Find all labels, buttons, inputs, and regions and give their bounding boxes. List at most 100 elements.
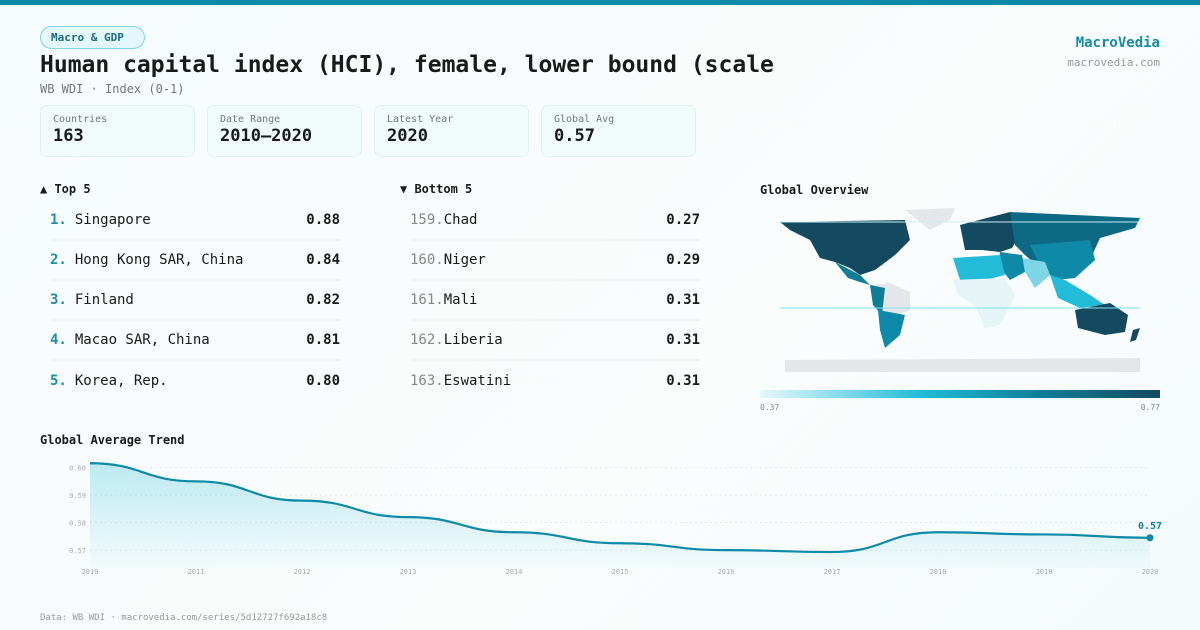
country-value: 0.29 — [666, 252, 700, 268]
stat-global-avg: Global Avg 0.57 — [541, 105, 696, 157]
x-tick-label: 2011 — [188, 568, 205, 576]
rank-number: 163. — [410, 373, 444, 389]
stat-label: Date Range — [220, 114, 281, 125]
sub-saharan-africa — [953, 278, 1015, 328]
country-name: Eswatini — [443, 373, 512, 389]
legend-max: 0.77 — [1141, 403, 1160, 412]
antarctica — [785, 358, 1140, 372]
x-tick-label: 2018 — [930, 568, 947, 576]
stat-value: 0.57 — [554, 126, 595, 146]
rank-number: 3. — [50, 292, 67, 308]
color-scale-bar — [760, 390, 1160, 398]
x-tick-label: 2013 — [400, 568, 417, 576]
stat-date-range: Date Range 2010–2020 — [207, 105, 362, 157]
country-name: Liberia — [443, 332, 503, 348]
brand: MacroVedia macrovedia.com — [1067, 35, 1160, 69]
trend-area — [90, 463, 1150, 568]
y-tick-label: 0.60 — [69, 465, 86, 473]
x-tick-label: 2014 — [506, 568, 523, 576]
country-value: 0.82 — [306, 292, 340, 308]
last-value-label: 0.57 — [1138, 521, 1162, 532]
stat-countries: Countries 163 — [40, 105, 195, 157]
country-value: 0.88 — [306, 212, 340, 228]
page-subtitle: WB WDI · Index (0-1) — [40, 82, 185, 96]
stat-label: Latest Year — [387, 114, 454, 125]
new-zealand — [1130, 328, 1140, 342]
country-name: Chad — [443, 212, 478, 228]
argentina-chile — [878, 310, 905, 348]
india-region — [1022, 258, 1050, 288]
rank-row[interactable]: 161. Mali 0.31 — [410, 281, 700, 321]
stat-value: 163 — [53, 126, 84, 146]
country-name: Korea, Rep. — [74, 373, 168, 389]
rank-row[interactable]: 4. Macao SAR, China 0.81 — [50, 321, 340, 361]
rank-row[interactable]: 2. Hong Kong SAR, China 0.84 — [50, 241, 340, 281]
country-value: 0.27 — [666, 212, 700, 228]
x-tick-label: 2016 — [718, 568, 735, 576]
y-tick-label: 0.57 — [69, 547, 86, 555]
rank-row[interactable]: 163. Eswatini 0.31 — [410, 361, 700, 401]
north-africa — [953, 255, 1005, 280]
country-name: Macao SAR, China — [74, 332, 210, 348]
brand-url[interactable]: macrovedia.com — [1067, 56, 1160, 69]
x-tick-label: 2019 — [1036, 568, 1053, 576]
top5-heading: ▲ Top 5 — [40, 182, 91, 196]
footer-source: Data: WB WDI · macrovedia.com/series/5d1… — [40, 613, 328, 623]
world-map: 0.37 0.77 — [760, 208, 1160, 412]
bottom5-heading: ▼ Bottom 5 — [400, 182, 473, 196]
rank-number: 4. — [50, 332, 67, 348]
stat-value: 2020 — [387, 126, 428, 146]
rank-number: 161. — [410, 292, 444, 308]
page-title: Human capital index (HCI), female, lower… — [40, 52, 785, 78]
trend-heading: Global Average Trend — [40, 433, 185, 447]
top-accent-bar — [0, 0, 1200, 5]
stat-label: Countries — [53, 114, 108, 125]
country-name: Niger — [443, 252, 486, 268]
north-america — [780, 220, 910, 275]
country-value: 0.31 — [666, 373, 700, 389]
x-tick-label: 2012 — [294, 568, 311, 576]
brand-name: MacroVedia — [1075, 35, 1160, 51]
top5-list: 1. Singapore 0.88 2. Hong Kong SAR, China 0.8… — [50, 201, 340, 401]
country-value: 0.31 — [666, 332, 700, 348]
stat-label: Global Avg — [554, 114, 615, 125]
category-badge[interactable]: Macro & GDP — [40, 26, 145, 49]
country-value: 0.80 — [306, 373, 340, 389]
rank-number: 2. — [50, 252, 67, 268]
country-name: Singapore — [74, 212, 151, 228]
stat-value: 2010–2020 — [220, 126, 313, 146]
map-heading: Global Overview — [760, 183, 869, 197]
x-tick-label: 2017 — [824, 568, 841, 576]
country-name: Mali — [443, 292, 478, 308]
country-value: 0.84 — [306, 252, 340, 268]
rank-row[interactable]: 159. Chad 0.27 — [410, 201, 700, 241]
bottom5-list: 159. Chad 0.27 160. Niger 0.29 161. Mali 0.31 162… — [410, 201, 700, 401]
rank-row[interactable]: 160. Niger 0.29 — [410, 241, 700, 281]
x-tick-label: 2010 — [82, 568, 99, 576]
rank-row[interactable]: 162. Liberia 0.31 — [410, 321, 700, 361]
stat-latest-year: Latest Year 2020 — [374, 105, 529, 157]
country-value: 0.81 — [306, 332, 340, 348]
middle-east — [998, 252, 1025, 280]
x-tick-label: 2015 — [612, 568, 629, 576]
mexico-central-america — [835, 262, 870, 285]
rank-number: 159. — [410, 212, 444, 228]
rank-row[interactable]: 5. Korea, Rep. 0.80 — [50, 361, 340, 401]
rank-row[interactable]: 1. Singapore 0.88 — [50, 201, 340, 241]
rank-number: 1. — [50, 212, 67, 228]
rank-number: 160. — [410, 252, 444, 268]
country-name: Hong Kong SAR, China — [74, 252, 244, 268]
rank-number: 162. — [410, 332, 444, 348]
rank-number: 5. — [50, 373, 67, 389]
y-tick-label: 0.59 — [69, 492, 86, 500]
country-value: 0.31 — [666, 292, 700, 308]
legend-min: 0.37 — [760, 403, 779, 412]
last-point[interactable] — [1146, 534, 1154, 542]
greenland — [905, 208, 955, 230]
rank-row[interactable]: 3. Finland 0.82 — [50, 281, 340, 321]
country-name: Finland — [74, 292, 134, 308]
x-tick-label: 2020 — [1142, 568, 1159, 576]
y-tick-label: 0.58 — [69, 520, 86, 528]
se-asia — [1050, 275, 1105, 308]
trend-chart: 0.60 0.59 0.58 0.57 2010 2011 2012 2013 2014 2015… — [69, 462, 1162, 576]
